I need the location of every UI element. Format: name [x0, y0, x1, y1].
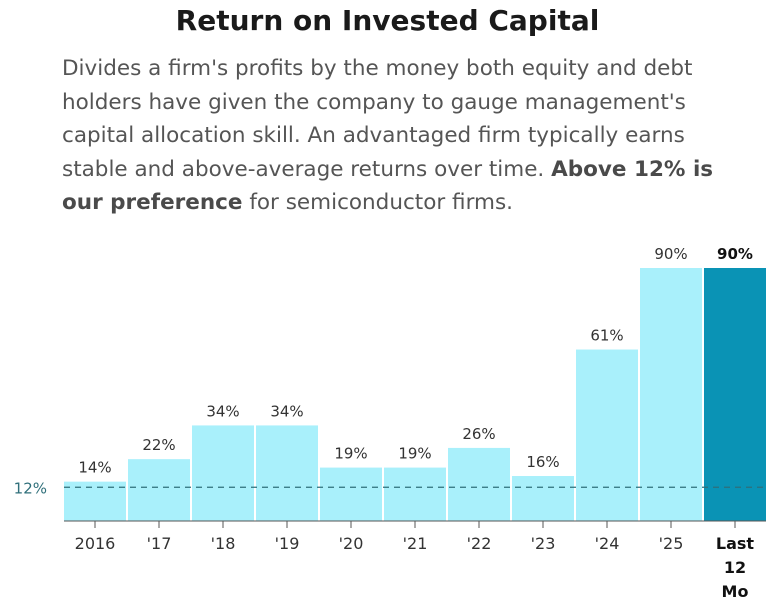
description-emphasis: Above 12% is our preference [62, 156, 714, 216]
bar-value-label: 14% [78, 459, 111, 477]
bar-value-label: 34% [206, 402, 239, 420]
bar-8 [512, 476, 574, 521]
bar-value-label: 16% [526, 453, 559, 471]
x-tick-label: Last 12 Mo [716, 534, 755, 601]
x-tick-label: '17 [147, 534, 172, 553]
bar-value-label: 22% [142, 436, 175, 454]
x-tick-label: '23 [531, 534, 556, 553]
bar-value-label: 61% [590, 327, 623, 345]
bar-11 [704, 268, 766, 521]
bar-value-label: 90% [717, 245, 753, 263]
chart-description: Divides a firm's profits by the money bo… [62, 52, 752, 220]
description-intro: Divides a firm's profits by the money bo… [62, 56, 693, 182]
bar-1 [64, 481, 126, 521]
bar-5 [320, 467, 382, 521]
bar-7 [448, 447, 510, 521]
x-tick-label: '20 [339, 534, 364, 553]
bar-3 [192, 425, 254, 521]
reference-line-label: 12% [14, 479, 47, 497]
bar-6 [384, 467, 446, 521]
chart-title: Return on Invested Capital [175, 4, 600, 37]
x-tick-label: '25 [659, 534, 684, 553]
x-tick-label: '21 [403, 534, 428, 553]
bar-value-label: 26% [462, 425, 495, 443]
description-outro: for semiconductor firms. [242, 190, 514, 215]
bar-value-label: 19% [398, 445, 431, 463]
x-tick-label: '19 [275, 534, 300, 553]
bar-4 [256, 425, 318, 521]
bar-2 [128, 459, 190, 521]
x-tick-label: '22 [467, 534, 492, 553]
x-tick-label: '18 [211, 534, 236, 553]
bar-value-label: 19% [334, 445, 367, 463]
bar-value-label: 90% [654, 245, 687, 263]
bar-10 [640, 268, 702, 521]
x-tick-label: 2016 [75, 534, 116, 553]
bar-9 [576, 349, 638, 521]
x-tick-label: '24 [595, 534, 620, 553]
bar-value-label: 34% [270, 402, 303, 420]
